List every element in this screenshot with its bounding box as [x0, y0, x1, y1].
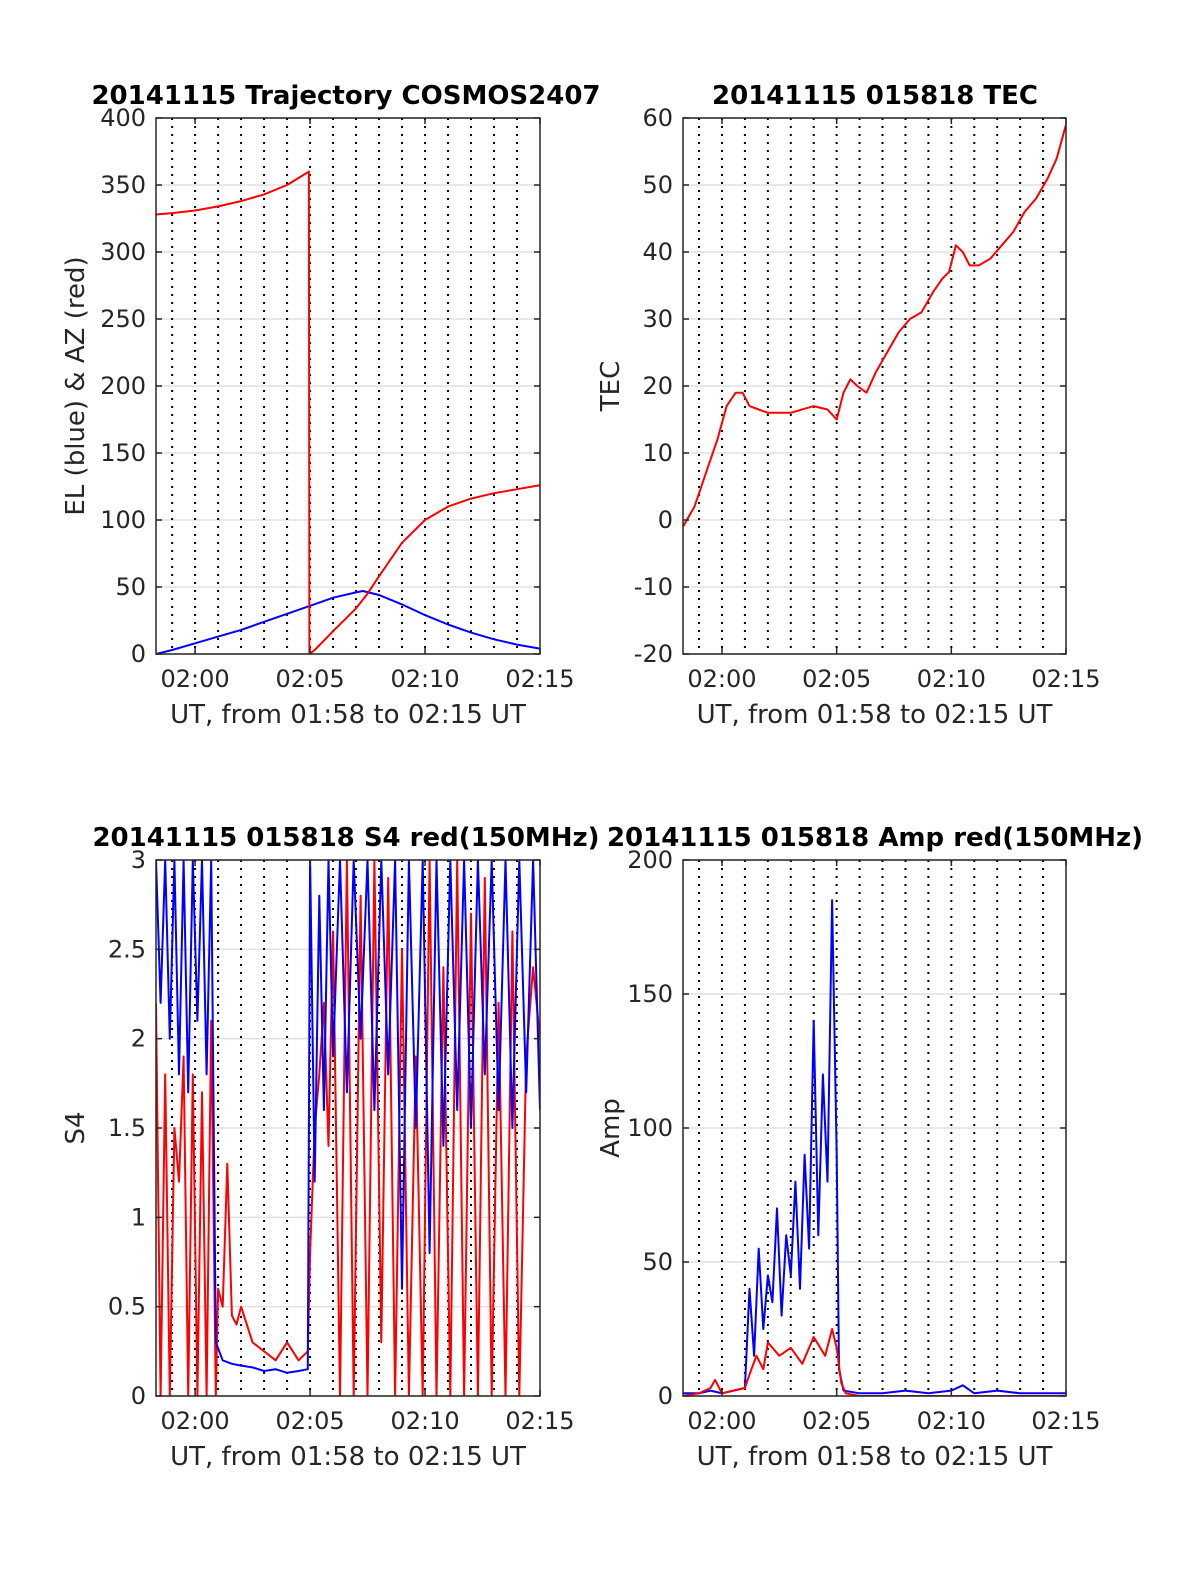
x-tick-label: 02:10: [917, 665, 986, 693]
chart-panel-trajectory: 02:00 02:05 02:10 02:15 0 50 100 150 200 250 300 35…: [61, 81, 601, 730]
y-tick-label: 10: [642, 439, 673, 467]
x-tick-label: 02:15: [505, 1407, 574, 1435]
y-tick-label: 20: [642, 372, 673, 400]
x-tick-label: 02:00: [161, 665, 230, 693]
series-group: [683, 899, 1066, 1396]
y-tick-label: 150: [627, 980, 673, 1008]
x-tick-label: 02:00: [687, 1407, 756, 1435]
y-tick-label: -10: [634, 573, 673, 601]
y-tick-label: 0: [658, 1382, 673, 1410]
y-tick-label: -20: [634, 640, 673, 668]
chart-title: 20141115 015818 TEC: [712, 81, 1038, 111]
y-tick-label: 0: [131, 1382, 146, 1410]
x-tick-label: 02:05: [275, 665, 344, 693]
chart-title: 20141115 015818 S4 red(150MHz): [92, 823, 599, 853]
series-line-red: [683, 1328, 1066, 1396]
y-axis-label: EL (blue) & AZ (red): [61, 256, 91, 515]
x-tick-label: 02:05: [802, 665, 871, 693]
series-line-red: [683, 124, 1066, 528]
y-tick-label: 30: [642, 305, 673, 333]
chart-panel-tec: 02:00 02:05 02:10 02:15 -20 -10 0 10 20 30 40 50 60 2…: [596, 81, 1101, 730]
y-tick-label: 60: [642, 104, 673, 132]
series-line-blue: [683, 899, 1066, 1395]
y-tick-label: 100: [627, 1114, 673, 1142]
y-tick-label: 1.5: [108, 1114, 146, 1142]
x-tick-label: 02:10: [390, 665, 459, 693]
x-tick-label: 02:10: [390, 1407, 459, 1435]
y-tick-label: 40: [642, 238, 673, 266]
series-line-blue: [156, 860, 540, 1374]
chart-title: 20141115 Trajectory COSMOS2407: [91, 81, 600, 111]
x-tick-label: 02:10: [917, 1407, 986, 1435]
series-group: [683, 124, 1066, 528]
y-tick-label: 2.5: [108, 935, 146, 963]
x-axis-label: UT, from 01:58 to 02:15 UT: [170, 700, 526, 730]
y-tick-label: 150: [100, 439, 146, 467]
y-tick-label: 0.5: [108, 1293, 146, 1321]
y-axis-label: S4: [61, 1111, 91, 1144]
y-tick-label: 100: [100, 506, 146, 534]
y-tick-label: 50: [642, 171, 673, 199]
x-axis-label: UT, from 01:58 to 02:15 UT: [170, 1442, 526, 1472]
x-tick-label: 02:15: [1031, 665, 1100, 693]
x-axis-label: UT, from 01:58 to 02:15 UT: [697, 1442, 1053, 1472]
series-group: [156, 860, 540, 1396]
chart-panel-s4: 02:00 02:05 02:10 02:15 0 0.5 1 1.5 2 2.5 32014111…: [61, 823, 600, 1472]
x-tick-label: 02:05: [275, 1407, 344, 1435]
y-tick-label: 350: [100, 171, 146, 199]
x-tick-label: 02:05: [802, 1407, 871, 1435]
y-tick-label: 400: [100, 104, 146, 132]
series-line-red: [156, 860, 540, 1396]
y-tick-label: 2: [131, 1025, 146, 1053]
y-axis-label: Amp: [596, 1098, 626, 1158]
x-tick-label: 02:00: [161, 1407, 230, 1435]
y-tick-label: 50: [642, 1248, 673, 1276]
series-line-blue: [156, 590, 540, 654]
y-tick-label: 200: [100, 372, 146, 400]
x-tick-label: 02:15: [1031, 1407, 1100, 1435]
x-tick-label: 02:00: [687, 665, 756, 693]
series-group: [156, 170, 540, 654]
x-tick-label: 02:15: [505, 665, 574, 693]
y-tick-label: 0: [131, 640, 146, 668]
y-tick-label: 300: [100, 238, 146, 266]
chart-panel-amp: 02:00 02:05 02:10 02:15 0 50 100 150 20020141115…: [596, 823, 1143, 1472]
panels: 02:00 02:05 02:10 02:1505010015020025030035…: [61, 81, 1143, 1472]
x-axis-label: UT, from 01:58 to 02:15 UT: [697, 700, 1053, 730]
y-tick-label: 0: [658, 506, 673, 534]
y-axis-label: TEC: [596, 361, 626, 412]
chart-title: 20141115 015818 Amp red(150MHz): [607, 823, 1143, 853]
series-line-red: [156, 170, 540, 654]
y-tick-label: 50: [115, 573, 146, 601]
y-tick-label: 200: [627, 846, 673, 874]
y-tick-label: 250: [100, 305, 146, 333]
y-tick-label: 1: [131, 1203, 146, 1231]
y-tick-label: 3: [131, 846, 146, 874]
